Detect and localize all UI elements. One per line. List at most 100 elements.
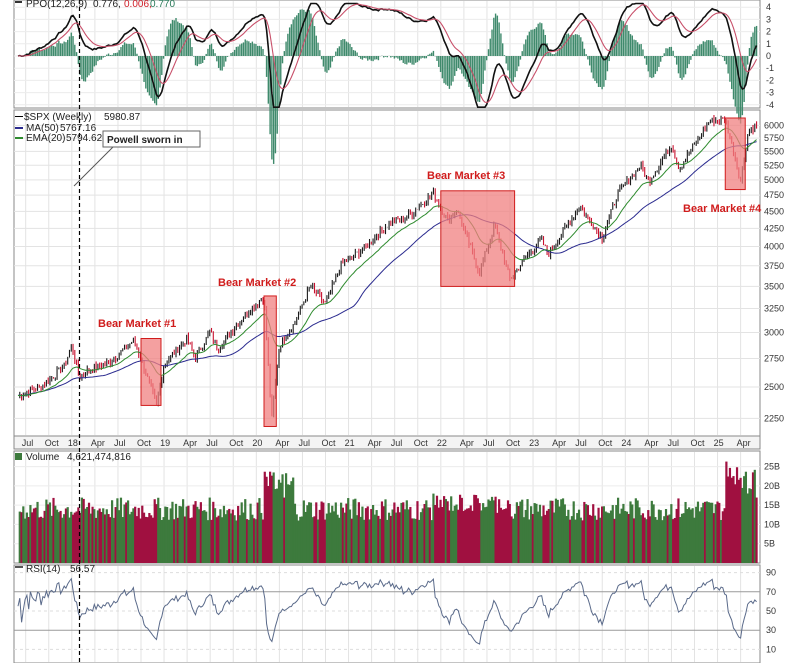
volume-bar bbox=[490, 496, 494, 563]
volume-bar bbox=[277, 479, 281, 563]
volume-bar bbox=[643, 517, 646, 563]
volume-bar bbox=[25, 512, 28, 563]
volume-bar bbox=[492, 500, 495, 563]
volume-bar bbox=[734, 484, 737, 563]
volume-bar bbox=[570, 516, 574, 563]
volume-bar bbox=[293, 503, 297, 563]
volume-bar bbox=[118, 510, 121, 563]
x-tick-label: Apr bbox=[460, 438, 474, 448]
x-tick-label: Oct bbox=[322, 438, 337, 448]
volume-bar bbox=[474, 495, 478, 563]
ma-legend-value: 5767.16 bbox=[60, 123, 97, 134]
x-tick-label: Jul bbox=[22, 438, 34, 448]
volume-bar bbox=[217, 515, 220, 563]
volume-bar bbox=[542, 505, 545, 563]
volume-bar bbox=[55, 509, 59, 563]
volume-bar bbox=[718, 502, 721, 563]
volume-bar bbox=[137, 507, 140, 563]
price-tick-label: 5500 bbox=[764, 146, 784, 156]
volume-bar bbox=[753, 469, 756, 563]
volume-bar bbox=[107, 514, 110, 563]
volume-bar bbox=[240, 502, 243, 563]
volume-bar bbox=[656, 519, 659, 563]
volume-bar bbox=[354, 498, 357, 563]
volume-bar bbox=[283, 497, 286, 563]
volume-bar bbox=[279, 482, 282, 563]
x-tick-label: Oct bbox=[229, 438, 244, 448]
volume-bar bbox=[430, 520, 433, 563]
volume-bar bbox=[688, 507, 691, 563]
volume-bar bbox=[382, 506, 385, 563]
volume-bar bbox=[448, 510, 451, 563]
volume-bar bbox=[144, 516, 147, 563]
volume-bar bbox=[100, 511, 103, 563]
volume-bar bbox=[418, 519, 421, 563]
volume-bar bbox=[466, 508, 469, 563]
x-tick-label: Jul bbox=[298, 438, 310, 448]
x-tick-label: Apr bbox=[737, 438, 751, 448]
volume-bar bbox=[141, 505, 144, 563]
volume-bar bbox=[187, 505, 190, 563]
volume-bar bbox=[421, 508, 424, 563]
volume-bar bbox=[480, 510, 483, 563]
price-legend-symbol: $SPX (Weekly) bbox=[24, 112, 92, 123]
volume-bar bbox=[247, 519, 250, 563]
volume-bar bbox=[510, 516, 513, 563]
volume-bar bbox=[233, 515, 236, 563]
price-tick-label: 5250 bbox=[764, 160, 784, 170]
ppo-histogram bbox=[19, 9, 758, 164]
powell-callout-box bbox=[102, 130, 201, 148]
volume-bar bbox=[299, 516, 302, 563]
volume-bar bbox=[215, 517, 218, 563]
volume-bar bbox=[712, 513, 716, 563]
volume-bar bbox=[340, 502, 343, 563]
volume-bar bbox=[96, 510, 99, 563]
volume-bar bbox=[446, 501, 449, 563]
rsi-tick-label: 10 bbox=[766, 644, 776, 654]
volume-bar bbox=[63, 514, 66, 563]
volume-bar bbox=[668, 514, 671, 563]
volume-bar bbox=[705, 501, 708, 563]
price-tick-label: 3750 bbox=[764, 261, 784, 271]
volume-bar bbox=[311, 517, 314, 563]
x-tick-label: Oct bbox=[691, 438, 706, 448]
volume-bar bbox=[558, 506, 561, 563]
powell-callout: Powell sworn in bbox=[73, 130, 201, 187]
volume-bar bbox=[647, 510, 650, 563]
volume-bar bbox=[613, 518, 616, 563]
volume-bar bbox=[377, 515, 380, 563]
volume-bar bbox=[427, 507, 430, 563]
volume-bar bbox=[611, 505, 614, 563]
powell-callout-text: Powell sworn in bbox=[107, 135, 183, 146]
volume-bar bbox=[457, 509, 460, 563]
volume-bar bbox=[334, 502, 337, 563]
volume-bar bbox=[679, 517, 682, 563]
volume-bar bbox=[494, 496, 497, 563]
volume-bar bbox=[631, 504, 634, 563]
volume-bar bbox=[638, 507, 641, 563]
ppo-tick-label: 0 bbox=[766, 51, 771, 61]
ppo-tick-label: 3 bbox=[766, 14, 771, 24]
x-tick-label: Apr bbox=[91, 438, 105, 448]
volume-bar bbox=[588, 514, 591, 563]
volume-tick-label: 25B bbox=[764, 462, 780, 472]
volume-bar bbox=[267, 486, 270, 563]
x-tick-label: 20 bbox=[252, 438, 262, 448]
volume-tick-label: 15B bbox=[764, 500, 780, 510]
volume-bar bbox=[86, 506, 89, 563]
volume-bar bbox=[403, 509, 407, 563]
volume-bar bbox=[695, 506, 698, 563]
volume-bar bbox=[384, 499, 387, 563]
volume-bar bbox=[203, 510, 206, 563]
volume-bar bbox=[366, 506, 369, 563]
volume-bar bbox=[624, 511, 627, 563]
volume-bar bbox=[224, 514, 227, 563]
volume-bar bbox=[18, 511, 21, 563]
volume-bar bbox=[386, 519, 389, 563]
volume-bar bbox=[228, 508, 231, 563]
volume-bar bbox=[79, 512, 82, 563]
volume-bar bbox=[478, 503, 481, 563]
volume-bar bbox=[442, 496, 446, 563]
x-tick-label: Apr bbox=[644, 438, 658, 448]
